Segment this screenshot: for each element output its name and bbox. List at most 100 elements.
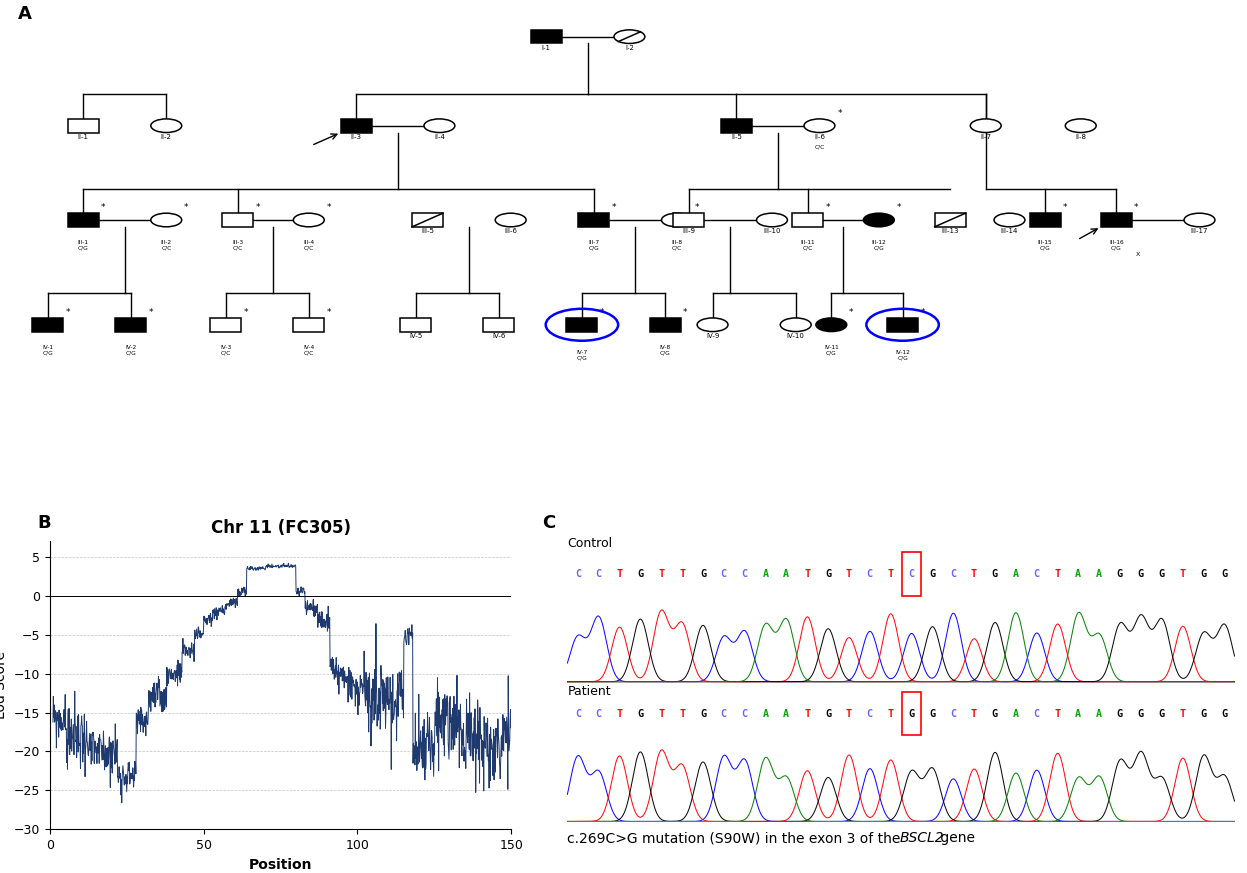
Text: *: * [101, 203, 106, 212]
Text: III-10: III-10 [763, 229, 781, 234]
Text: IV-5: IV-5 [409, 333, 423, 339]
Text: G: G [1158, 709, 1165, 718]
Text: A: A [17, 5, 31, 24]
Text: IV-1
C/G: IV-1 C/G [42, 345, 54, 355]
Text: C/C: C/C [814, 144, 824, 149]
Text: *: * [185, 203, 188, 212]
Circle shape [1065, 119, 1096, 133]
Bar [67, 213, 99, 227]
Text: G: G [826, 709, 831, 718]
Text: T: T [616, 569, 622, 579]
Text: III-12
C/G: III-12 C/G [872, 240, 887, 251]
Circle shape [424, 119, 455, 133]
Text: III-6: III-6 [504, 229, 518, 234]
Text: *: * [826, 203, 831, 212]
Text: G: G [1158, 569, 1165, 579]
Text: III-13: III-13 [941, 229, 959, 234]
Bar [792, 213, 823, 227]
Text: *: * [849, 308, 854, 317]
Circle shape [697, 318, 728, 332]
Circle shape [293, 213, 324, 227]
Text: III-16
C/G: III-16 C/G [1109, 240, 1124, 251]
Text: G: G [826, 569, 831, 579]
Text: T: T [680, 709, 685, 718]
Bar [566, 318, 597, 332]
Text: T: T [658, 569, 665, 579]
Text: T: T [971, 569, 976, 579]
Text: A: A [1075, 569, 1081, 579]
Y-axis label: Lod Score: Lod Score [0, 651, 9, 719]
Bar [902, 692, 920, 735]
Text: IV-9: IV-9 [706, 333, 720, 339]
Text: *: * [611, 203, 616, 212]
Text: III-4
C/C: III-4 C/C [303, 240, 314, 251]
Text: A: A [1096, 569, 1102, 579]
Circle shape [1185, 213, 1215, 227]
Text: I-2: I-2 [625, 45, 633, 51]
Text: T: T [1054, 569, 1060, 579]
Circle shape [994, 213, 1025, 227]
Text: G: G [929, 569, 935, 579]
Text: II-5: II-5 [731, 134, 742, 140]
Text: III-9: III-9 [682, 229, 696, 234]
Text: *: * [243, 308, 248, 317]
Text: III-1
C/G: III-1 C/G [77, 240, 89, 251]
Text: *: * [65, 308, 70, 317]
Text: C: C [867, 709, 873, 718]
Text: T: T [888, 709, 894, 718]
Text: G: G [991, 569, 998, 579]
Text: III-3
C/C: III-3 C/C [232, 240, 243, 251]
Text: A: A [783, 709, 789, 718]
Bar [1101, 213, 1132, 227]
Text: C: C [950, 569, 956, 579]
Text: III-15
C/G: III-15 C/G [1038, 240, 1052, 251]
Text: C: C [596, 569, 601, 579]
Text: c.269C>G mutation (S90W) in the exon 3 of the: c.269C>G mutation (S90W) in the exon 3 o… [567, 831, 905, 845]
Circle shape [661, 213, 692, 227]
Text: *: * [837, 109, 842, 118]
Text: II-4: II-4 [434, 134, 445, 140]
Text: II-8: II-8 [1075, 134, 1086, 140]
Bar [293, 318, 324, 332]
Text: A: A [1013, 569, 1019, 579]
Bar [32, 318, 62, 332]
Bar [484, 318, 514, 332]
Text: G: G [1137, 709, 1143, 718]
Text: G: G [1201, 569, 1206, 579]
Text: T: T [804, 709, 811, 718]
Text: C: C [908, 569, 914, 579]
Bar [935, 213, 965, 227]
Bar [211, 318, 241, 332]
Text: II-3: II-3 [350, 134, 362, 140]
Text: *: * [1135, 203, 1139, 212]
Text: T: T [845, 709, 852, 718]
Bar [887, 318, 918, 332]
Bar [412, 213, 443, 227]
Bar [531, 30, 561, 44]
Text: Control: Control [567, 537, 612, 550]
Bar [67, 119, 99, 133]
Text: C: C [1034, 709, 1040, 718]
Text: G: G [1201, 709, 1206, 718]
Text: G: G [1137, 569, 1143, 579]
Text: T: T [845, 569, 852, 579]
Text: IV-8
C/G: IV-8 C/G [660, 345, 671, 355]
Text: A: A [783, 569, 789, 579]
Bar [650, 318, 681, 332]
Text: II-1: II-1 [77, 134, 89, 140]
Text: T: T [804, 569, 811, 579]
Text: T: T [1054, 709, 1060, 718]
Text: *: * [897, 203, 902, 212]
Text: C: C [867, 569, 873, 579]
Text: T: T [616, 709, 622, 718]
Circle shape [614, 30, 645, 44]
Circle shape [151, 213, 182, 227]
Text: G: G [929, 709, 935, 718]
Text: I-1: I-1 [541, 45, 551, 51]
Text: A: A [1075, 709, 1081, 718]
Text: C: C [721, 569, 727, 579]
Text: X: X [1135, 252, 1140, 257]
Text: G: G [637, 569, 643, 579]
Circle shape [495, 213, 526, 227]
Text: IV-4
C/C: IV-4 C/C [303, 345, 314, 355]
